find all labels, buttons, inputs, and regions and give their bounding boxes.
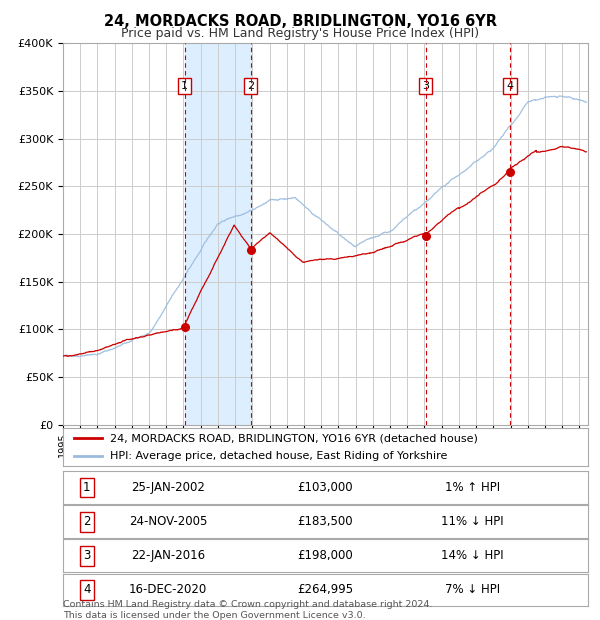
- Text: 2: 2: [247, 81, 254, 91]
- Text: 24-NOV-2005: 24-NOV-2005: [129, 515, 207, 528]
- Text: 24, MORDACKS ROAD, BRIDLINGTON, YO16 6YR (detached house): 24, MORDACKS ROAD, BRIDLINGTON, YO16 6YR…: [110, 433, 478, 443]
- Text: 1% ↑ HPI: 1% ↑ HPI: [445, 481, 500, 494]
- Text: Price paid vs. HM Land Registry's House Price Index (HPI): Price paid vs. HM Land Registry's House …: [121, 27, 479, 40]
- Text: 3: 3: [422, 81, 429, 91]
- Text: 1: 1: [83, 481, 91, 494]
- Text: 14% ↓ HPI: 14% ↓ HPI: [441, 549, 504, 562]
- Text: £183,500: £183,500: [298, 515, 353, 528]
- Text: 4: 4: [83, 583, 91, 596]
- Text: 16-DEC-2020: 16-DEC-2020: [129, 583, 207, 596]
- Text: 7% ↓ HPI: 7% ↓ HPI: [445, 583, 500, 596]
- Text: Contains HM Land Registry data © Crown copyright and database right 2024.
This d: Contains HM Land Registry data © Crown c…: [63, 600, 433, 619]
- Text: 3: 3: [83, 549, 91, 562]
- Text: HPI: Average price, detached house, East Riding of Yorkshire: HPI: Average price, detached house, East…: [110, 451, 448, 461]
- Text: 2: 2: [83, 515, 91, 528]
- Bar: [185, 43, 251, 425]
- Text: 24, MORDACKS ROAD, BRIDLINGTON, YO16 6YR: 24, MORDACKS ROAD, BRIDLINGTON, YO16 6YR: [104, 14, 497, 29]
- Text: 1: 1: [181, 81, 188, 91]
- Text: £264,995: £264,995: [298, 583, 353, 596]
- Text: 22-JAN-2016: 22-JAN-2016: [131, 549, 205, 562]
- Text: £198,000: £198,000: [298, 549, 353, 562]
- Text: 25-JAN-2002: 25-JAN-2002: [131, 481, 205, 494]
- Text: 4: 4: [506, 81, 514, 91]
- Text: 11% ↓ HPI: 11% ↓ HPI: [441, 515, 504, 528]
- Text: £103,000: £103,000: [298, 481, 353, 494]
